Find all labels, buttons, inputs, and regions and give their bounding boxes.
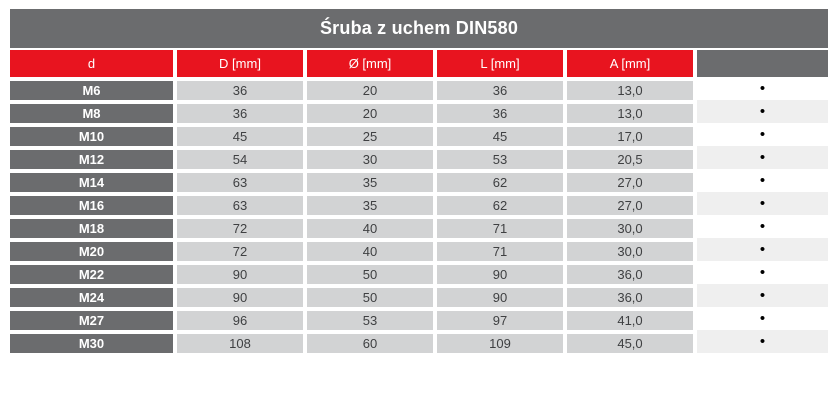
cell-O-mm: 25: [307, 123, 437, 146]
table-row: M18 72 40 71 30,0 •: [10, 215, 828, 238]
row-label: M18: [10, 215, 177, 238]
cell-A-mm: 27,0: [567, 169, 697, 192]
cell-O-mm: 40: [307, 238, 437, 261]
cell-O-mm: 50: [307, 284, 437, 307]
availability-dot: •: [697, 284, 828, 307]
cell-L-mm: 71: [437, 238, 567, 261]
table-row: M20 72 40 71 30,0 •: [10, 238, 828, 261]
cell-D-mm: 90: [177, 284, 307, 307]
cell-A-mm: 30,0: [567, 238, 697, 261]
cell-L-mm: 36: [437, 77, 567, 100]
cell-A-mm: 36,0: [567, 284, 697, 307]
table-row: M14 63 35 62 27,0 •: [10, 169, 828, 192]
row-label: M14: [10, 169, 177, 192]
row-label: M6: [10, 77, 177, 100]
availability-dot: •: [697, 307, 828, 330]
table-row: M16 63 35 62 27,0 •: [10, 192, 828, 215]
cell-L-mm: 36: [437, 100, 567, 123]
cell-A-mm: 27,0: [567, 192, 697, 215]
row-label: M16: [10, 192, 177, 215]
table-body: M6 36 20 36 13,0 • M8 36 20 36 13,0 • M10 45 25 45 17,0 •…: [10, 77, 828, 353]
availability-dot: •: [697, 238, 828, 261]
cell-D-mm: 90: [177, 261, 307, 284]
cell-A-mm: 17,0: [567, 123, 697, 146]
row-label: M8: [10, 100, 177, 123]
cell-O-mm: 53: [307, 307, 437, 330]
cell-O-mm: 50: [307, 261, 437, 284]
col-header-D-mm: D [mm]: [177, 50, 307, 77]
availability-dot: •: [697, 261, 828, 284]
cell-L-mm: 53: [437, 146, 567, 169]
table-row: M6 36 20 36 13,0 •: [10, 77, 828, 100]
cell-L-mm: 45: [437, 123, 567, 146]
availability-dot: •: [697, 192, 828, 215]
cell-D-mm: 63: [177, 192, 307, 215]
availability-dot: •: [697, 77, 828, 100]
table-row: M30 108 60 109 45,0 •: [10, 330, 828, 353]
cell-D-mm: 54: [177, 146, 307, 169]
availability-dot: •: [697, 123, 828, 146]
cell-A-mm: 41,0: [567, 307, 697, 330]
row-label: M22: [10, 261, 177, 284]
cell-D-mm: 96: [177, 307, 307, 330]
availability-dot: •: [697, 330, 828, 353]
availability-dot: •: [697, 146, 828, 169]
cell-A-mm: 30,0: [567, 215, 697, 238]
cell-D-mm: 36: [177, 100, 307, 123]
cell-D-mm: 72: [177, 215, 307, 238]
cell-L-mm: 71: [437, 215, 567, 238]
col-header-availability: [697, 50, 828, 77]
col-header-O-mm: Ø [mm]: [307, 50, 437, 77]
availability-dot: •: [697, 100, 828, 123]
cell-D-mm: 63: [177, 169, 307, 192]
cell-L-mm: 62: [437, 192, 567, 215]
cell-L-mm: 109: [437, 330, 567, 353]
cell-L-mm: 97: [437, 307, 567, 330]
availability-dot: •: [697, 215, 828, 238]
col-header-d: d: [10, 50, 177, 77]
row-label: M24: [10, 284, 177, 307]
cell-L-mm: 90: [437, 284, 567, 307]
table-row: M12 54 30 53 20,5 •: [10, 146, 828, 169]
table-title: Śruba z uchem DIN580: [10, 9, 828, 48]
table-row: M27 96 53 97 41,0 •: [10, 307, 828, 330]
cell-A-mm: 20,5: [567, 146, 697, 169]
table-row: M24 90 50 90 36,0 •: [10, 284, 828, 307]
row-label: M20: [10, 238, 177, 261]
col-header-A-mm: A [mm]: [567, 50, 697, 77]
availability-dot: •: [697, 169, 828, 192]
cell-O-mm: 35: [307, 192, 437, 215]
row-label: M12: [10, 146, 177, 169]
cell-A-mm: 45,0: [567, 330, 697, 353]
table-row: M8 36 20 36 13,0 •: [10, 100, 828, 123]
table-row: M22 90 50 90 36,0 •: [10, 261, 828, 284]
cell-D-mm: 72: [177, 238, 307, 261]
table-row: M10 45 25 45 17,0 •: [10, 123, 828, 146]
cell-D-mm: 36: [177, 77, 307, 100]
cell-O-mm: 20: [307, 77, 437, 100]
cell-D-mm: 108: [177, 330, 307, 353]
cell-O-mm: 30: [307, 146, 437, 169]
cell-A-mm: 13,0: [567, 100, 697, 123]
cell-A-mm: 36,0: [567, 261, 697, 284]
row-label: M30: [10, 330, 177, 353]
cell-O-mm: 40: [307, 215, 437, 238]
cell-O-mm: 60: [307, 330, 437, 353]
row-label: M27: [10, 307, 177, 330]
cell-O-mm: 35: [307, 169, 437, 192]
col-header-L-mm: L [mm]: [437, 50, 567, 77]
row-label: M10: [10, 123, 177, 146]
cell-D-mm: 45: [177, 123, 307, 146]
cell-O-mm: 20: [307, 100, 437, 123]
cell-L-mm: 62: [437, 169, 567, 192]
cell-L-mm: 90: [437, 261, 567, 284]
cell-A-mm: 13,0: [567, 77, 697, 100]
